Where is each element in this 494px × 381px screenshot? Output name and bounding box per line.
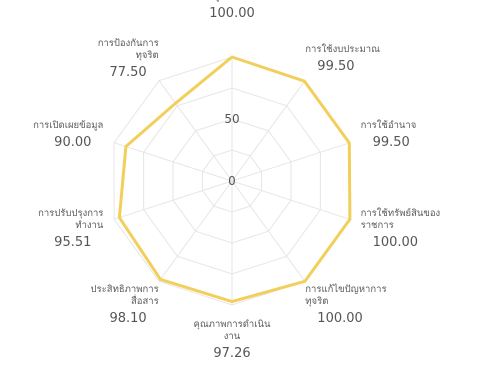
radar-tick-labels: 0 50	[224, 112, 239, 188]
value-label-9: 90.00	[54, 135, 91, 150]
category-label-1-line-1: การบูรณาการทำ	[197, 0, 266, 2]
radar-category-labels: การบูรณาการทำ 100.00 การใช้งบประมาณ 99.50 กา…	[33, 0, 440, 361]
value-label-1: 100.00	[209, 6, 255, 21]
axis-line-5	[231, 180, 306, 282]
value-label-7: 98.10	[109, 311, 146, 326]
category-label-7-line-2: สื่อสาร	[131, 294, 159, 307]
axis-line-7	[158, 180, 233, 282]
category-label-8-line-1: การปรับปรุงการ	[38, 208, 103, 219]
value-label-2: 99.50	[317, 59, 354, 74]
value-label-5: 100.00	[317, 311, 363, 326]
radar-axes	[113, 57, 351, 305]
value-label-10: 77.50	[109, 65, 146, 80]
category-label-10-line-2: ทุจริต	[136, 50, 159, 61]
category-label-7-line-1: ประสิทธิภาพการ	[91, 284, 159, 295]
axis-line-8	[113, 180, 233, 220]
value-label-6: 97.26	[213, 346, 250, 361]
axis-line-9	[113, 142, 233, 182]
category-label-5-line-2: ทุจริต	[305, 296, 328, 307]
value-label-3: 99.50	[373, 135, 410, 150]
axis-line-4	[231, 180, 351, 220]
category-label-3-line-1: การใช้อำนาจ	[361, 119, 417, 131]
category-label-5-line-1: การแก้ไขปัญหาการ	[305, 283, 386, 295]
axis-line-3	[231, 142, 351, 182]
value-label-4: 100.00	[373, 235, 419, 250]
category-label-9-line-1: การเปิดเผยข้อมูล	[33, 120, 103, 131]
category-label-8-line-2: ทำงาน	[75, 220, 104, 231]
tick-label-0: 0	[228, 174, 236, 188]
category-label-10-line-1: การป้องกันการ	[98, 38, 159, 49]
category-label-6-line-1: คุณภาพการดำเนิน	[194, 319, 271, 330]
category-label-6-line-2: งาน	[224, 331, 241, 342]
value-label-8: 95.51	[54, 235, 91, 250]
category-label-4-line-1: การใช้ทรัพย์สินของ	[361, 207, 441, 219]
category-label-2-line-1: การใช้งบประมาณ	[305, 43, 380, 55]
axis-line-2	[231, 80, 306, 182]
category-label-4-line-2: ราชการ	[361, 220, 394, 231]
tick-label-50: 50	[224, 112, 239, 126]
radar-series	[117, 55, 352, 304]
axis-line-10	[158, 80, 233, 182]
